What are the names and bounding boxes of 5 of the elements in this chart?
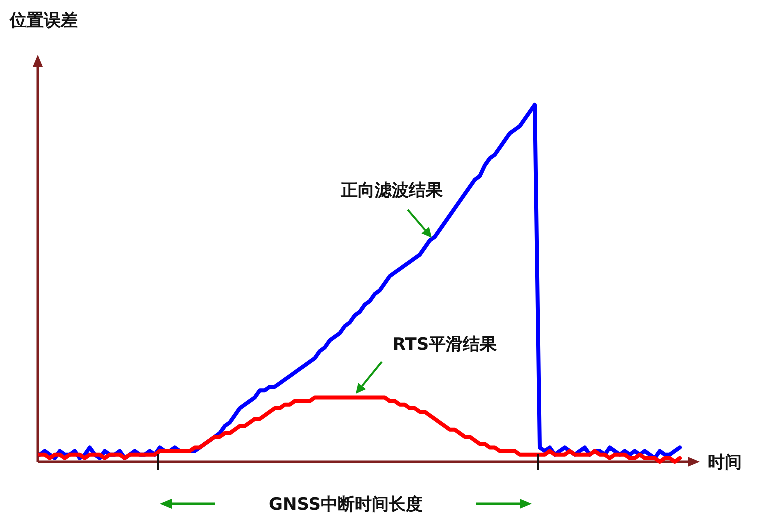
x-axis-title: 时间	[708, 453, 742, 473]
text: RTS平滑结果	[392, 335, 498, 355]
y-axis-title: 位置误差	[9, 11, 78, 31]
series-label: 正向滤波结果	[340, 181, 444, 201]
text: GNSS中断时间长度	[269, 495, 423, 515]
